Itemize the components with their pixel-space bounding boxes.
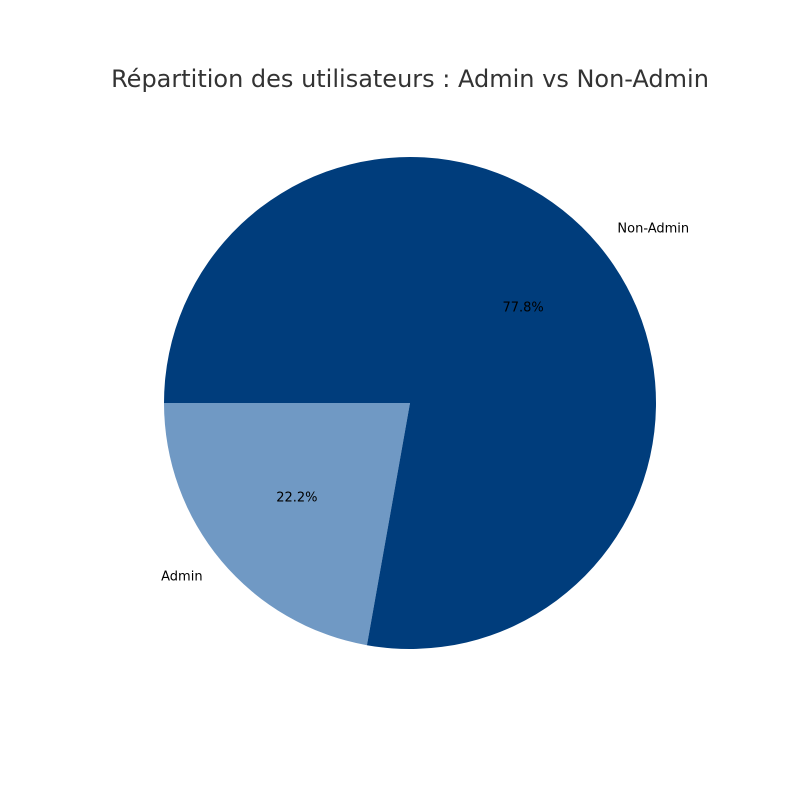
pie-slice-non-admin (163, 156, 656, 649)
slice-label: Admin (161, 569, 202, 584)
pie-slices (163, 156, 656, 649)
slice-percentage-label: 77.8% (502, 301, 543, 316)
pie-slice-admin (164, 403, 410, 646)
slice-percentage-label: 22.2% (276, 490, 317, 505)
pie-labels: Admin 22.2% Non-Admin 77.8% (161, 222, 689, 585)
slice-label: Non-Admin (617, 222, 689, 237)
chart-title: Répartition des utilisateurs : Admin vs … (111, 65, 709, 93)
